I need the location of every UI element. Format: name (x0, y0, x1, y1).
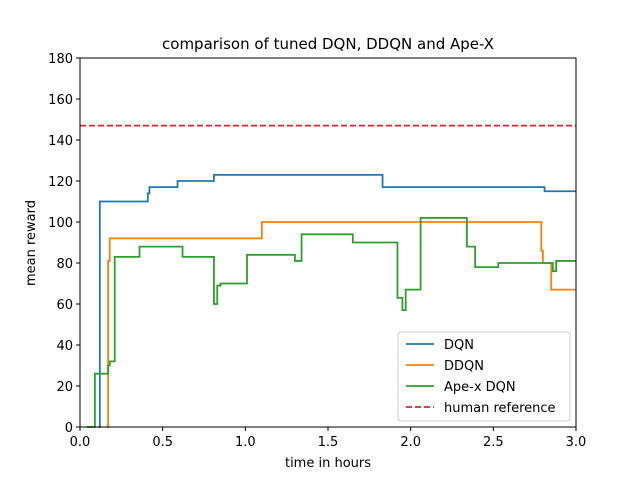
x-tick-label: 0.5 (152, 435, 173, 450)
x-tick-label: 0.0 (70, 435, 91, 450)
x-tick-label: 2.5 (483, 435, 504, 450)
legend-label: DQN (444, 338, 474, 353)
y-tick-label: 100 (48, 216, 73, 231)
y-tick-label: 0 (65, 421, 73, 436)
y-tick-label: 180 (48, 52, 73, 67)
series-line-ape-x-dqn (86, 216, 576, 428)
y-tick-label: 120 (48, 175, 73, 190)
chart-title: comparison of tuned DQN, DDQN and Ape-X (162, 35, 494, 53)
legend-frame (397, 331, 571, 422)
x-tick-label: 2.0 (400, 435, 421, 450)
y-tick-label: 160 (48, 93, 73, 108)
x-tick-label: 1.0 (235, 435, 256, 450)
legend: DQN DDQN Ape-x DQN human reference (397, 331, 571, 422)
y-axis-label: mean reward (24, 200, 39, 286)
y-tick-label: 60 (56, 298, 73, 313)
y-tick-label: 20 (56, 380, 73, 395)
y-axis: 0 20 40 60 80 100 120 140 160 180 (48, 52, 80, 436)
legend-label: DDQN (444, 359, 484, 374)
legend-label: Ape-x DQN (444, 380, 516, 395)
y-tick-label: 40 (56, 339, 73, 354)
x-tick-label: 3.0 (566, 435, 587, 450)
x-axis-label: time in hours (285, 456, 371, 471)
legend-label: human reference (444, 401, 556, 416)
x-tick-label: 1.5 (318, 435, 339, 450)
series-line-dqn (98, 173, 576, 428)
y-tick-label: 140 (48, 134, 73, 149)
y-tick-label: 80 (56, 257, 73, 272)
x-axis: 0.0 0.5 1.0 1.5 2.0 2.5 3.0 (70, 427, 587, 450)
series-layer (80, 124, 576, 428)
